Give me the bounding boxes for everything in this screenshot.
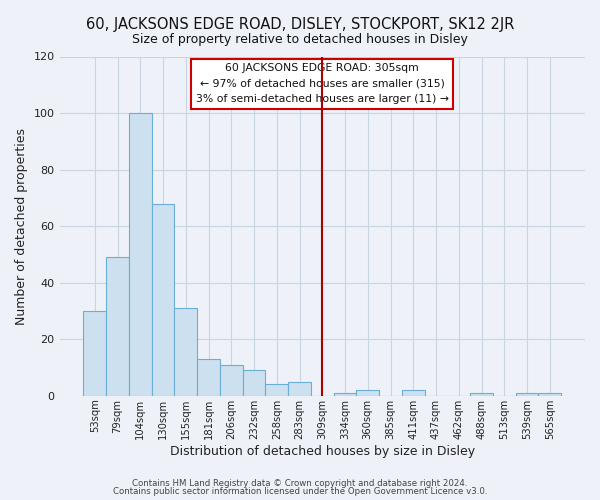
Bar	[152, 204, 175, 396]
Bar	[106, 257, 129, 396]
Bar	[265, 384, 288, 396]
Text: Size of property relative to detached houses in Disley: Size of property relative to detached ho…	[132, 32, 468, 46]
Bar	[197, 359, 220, 396]
Bar	[356, 390, 379, 396]
Y-axis label: Number of detached properties: Number of detached properties	[15, 128, 28, 324]
Bar	[129, 113, 152, 396]
X-axis label: Distribution of detached houses by size in Disley: Distribution of detached houses by size …	[170, 444, 475, 458]
Text: Contains HM Land Registry data © Crown copyright and database right 2024.: Contains HM Land Registry data © Crown c…	[132, 478, 468, 488]
Bar	[83, 311, 106, 396]
Bar	[334, 393, 356, 396]
Bar	[538, 393, 561, 396]
Bar	[515, 393, 538, 396]
Bar	[242, 370, 265, 396]
Bar	[402, 390, 425, 396]
Text: 60 JACKSONS EDGE ROAD: 305sqm
← 97% of detached houses are smaller (315)
3% of s: 60 JACKSONS EDGE ROAD: 305sqm ← 97% of d…	[196, 64, 449, 104]
Bar	[288, 382, 311, 396]
Bar	[175, 308, 197, 396]
Bar	[470, 393, 493, 396]
Bar	[220, 364, 242, 396]
Text: Contains public sector information licensed under the Open Government Licence v3: Contains public sector information licen…	[113, 487, 487, 496]
Text: 60, JACKSONS EDGE ROAD, DISLEY, STOCKPORT, SK12 2JR: 60, JACKSONS EDGE ROAD, DISLEY, STOCKPOR…	[86, 18, 514, 32]
